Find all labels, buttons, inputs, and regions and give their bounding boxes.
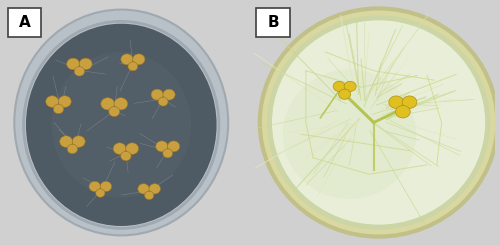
Ellipse shape xyxy=(338,89,350,99)
Ellipse shape xyxy=(120,151,131,161)
Ellipse shape xyxy=(60,136,72,147)
Ellipse shape xyxy=(96,189,105,197)
Ellipse shape xyxy=(101,98,114,110)
Ellipse shape xyxy=(66,58,80,70)
Ellipse shape xyxy=(53,104,64,114)
FancyBboxPatch shape xyxy=(8,8,41,37)
Ellipse shape xyxy=(156,141,168,152)
Ellipse shape xyxy=(109,107,120,117)
Ellipse shape xyxy=(58,96,71,107)
Ellipse shape xyxy=(396,106,410,118)
Ellipse shape xyxy=(149,184,160,194)
Ellipse shape xyxy=(168,141,180,152)
Ellipse shape xyxy=(26,24,216,226)
Ellipse shape xyxy=(100,181,112,192)
Ellipse shape xyxy=(402,96,417,108)
Ellipse shape xyxy=(67,144,78,154)
Ellipse shape xyxy=(272,20,486,225)
Ellipse shape xyxy=(121,54,133,65)
Ellipse shape xyxy=(74,67,85,76)
Ellipse shape xyxy=(113,143,126,154)
Ellipse shape xyxy=(260,8,498,237)
Ellipse shape xyxy=(79,58,92,70)
Ellipse shape xyxy=(389,96,404,108)
Ellipse shape xyxy=(52,52,191,198)
Ellipse shape xyxy=(283,70,416,199)
Ellipse shape xyxy=(132,54,145,65)
Ellipse shape xyxy=(163,89,175,100)
Ellipse shape xyxy=(128,62,138,71)
Text: B: B xyxy=(268,15,279,30)
Ellipse shape xyxy=(89,181,101,192)
Ellipse shape xyxy=(138,184,149,194)
Ellipse shape xyxy=(126,143,138,154)
Ellipse shape xyxy=(163,149,172,158)
Ellipse shape xyxy=(72,136,85,147)
Text: A: A xyxy=(19,15,30,30)
Ellipse shape xyxy=(158,97,168,106)
Ellipse shape xyxy=(14,10,228,235)
Ellipse shape xyxy=(344,81,356,91)
Ellipse shape xyxy=(46,96,59,107)
Ellipse shape xyxy=(114,98,128,110)
Ellipse shape xyxy=(151,89,164,100)
Ellipse shape xyxy=(333,81,345,91)
Ellipse shape xyxy=(144,191,154,200)
FancyBboxPatch shape xyxy=(256,8,290,37)
